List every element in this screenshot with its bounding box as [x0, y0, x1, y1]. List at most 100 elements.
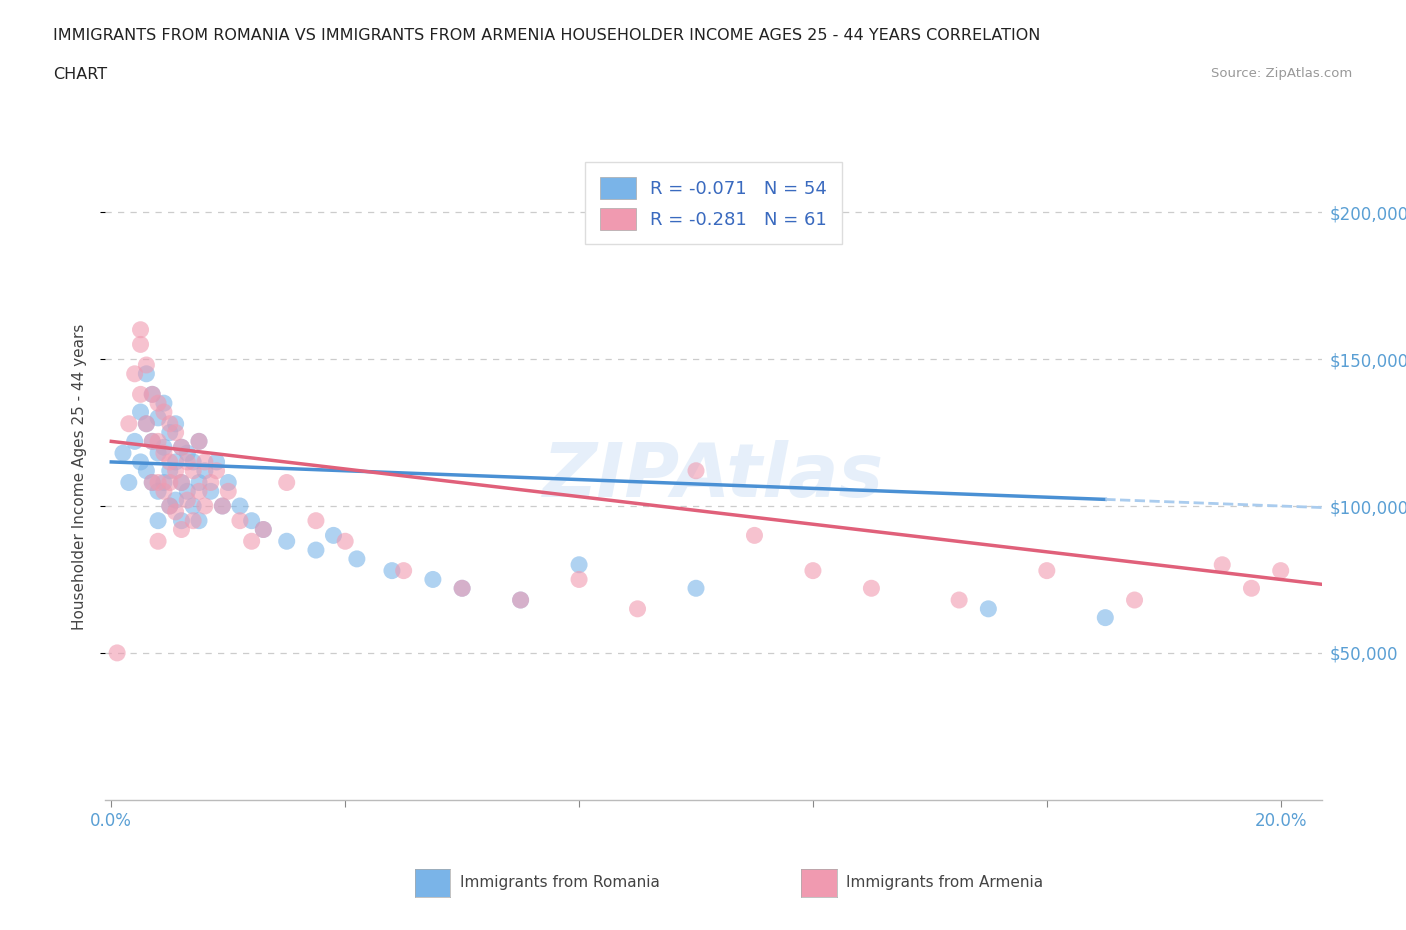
Point — [146, 434, 169, 449]
Point — [146, 410, 169, 425]
Point — [165, 425, 187, 440]
Point — [305, 542, 328, 557]
Point — [165, 455, 187, 470]
Point — [217, 475, 239, 490]
Text: ZIPAtlas: ZIPAtlas — [543, 440, 884, 513]
Point — [165, 493, 187, 508]
Point — [305, 513, 328, 528]
Point — [229, 513, 252, 528]
Point — [141, 434, 163, 449]
Point — [252, 522, 274, 537]
Point — [141, 475, 163, 490]
Point — [141, 434, 163, 449]
Point — [176, 445, 198, 460]
Point — [129, 387, 152, 402]
Point — [392, 564, 415, 578]
Point — [159, 455, 181, 470]
Point — [146, 396, 169, 411]
Text: Immigrants from Armenia: Immigrants from Armenia — [846, 875, 1043, 890]
Point — [422, 572, 444, 587]
Point — [170, 475, 193, 490]
Point — [153, 405, 176, 419]
Point — [194, 498, 217, 513]
Point — [159, 417, 181, 432]
Point — [685, 581, 707, 596]
Point — [118, 475, 141, 490]
Point — [165, 417, 187, 432]
Point — [568, 572, 591, 587]
Point — [205, 463, 228, 478]
Point — [381, 564, 404, 578]
Point — [170, 440, 193, 455]
Point — [1094, 610, 1116, 625]
Point — [568, 557, 591, 572]
Point — [105, 645, 128, 660]
Point — [252, 522, 274, 537]
Point — [159, 475, 181, 490]
Point — [1270, 564, 1292, 578]
Point — [1123, 592, 1146, 607]
Point — [188, 475, 211, 490]
Point — [129, 405, 152, 419]
Point — [188, 513, 211, 528]
Point — [948, 592, 970, 607]
Point — [181, 513, 204, 528]
Point — [170, 522, 193, 537]
Point — [276, 534, 298, 549]
Point — [146, 445, 169, 460]
Point — [229, 498, 252, 513]
Point — [170, 475, 193, 490]
Point — [1240, 581, 1263, 596]
Point — [1211, 557, 1233, 572]
Point — [129, 323, 152, 338]
Legend: R = -0.071   N = 54, R = -0.281   N = 61: R = -0.071 N = 54, R = -0.281 N = 61 — [585, 163, 842, 245]
Point — [200, 475, 222, 490]
Point — [176, 455, 198, 470]
Text: Source: ZipAtlas.com: Source: ZipAtlas.com — [1212, 67, 1353, 80]
Point — [153, 475, 176, 490]
Point — [141, 475, 163, 490]
Point — [346, 551, 368, 566]
Text: Immigrants from Romania: Immigrants from Romania — [460, 875, 659, 890]
Point — [129, 455, 152, 470]
Point — [205, 455, 228, 470]
Point — [451, 581, 474, 596]
Text: IMMIGRANTS FROM ROMANIA VS IMMIGRANTS FROM ARMENIA HOUSEHOLDER INCOME AGES 25 - : IMMIGRANTS FROM ROMANIA VS IMMIGRANTS FR… — [53, 28, 1040, 43]
Point — [211, 498, 233, 513]
Point — [801, 564, 824, 578]
Point — [170, 513, 193, 528]
Point — [211, 498, 233, 513]
Point — [626, 602, 648, 617]
Point — [124, 434, 146, 449]
Point — [159, 498, 181, 513]
Point — [509, 592, 531, 607]
Point — [118, 417, 141, 432]
Point — [129, 337, 152, 352]
Point — [509, 592, 531, 607]
Point — [188, 434, 211, 449]
Point — [276, 475, 298, 490]
Point — [165, 463, 187, 478]
Point — [141, 387, 163, 402]
Point — [240, 534, 263, 549]
Point — [135, 417, 157, 432]
Point — [744, 528, 766, 543]
Point — [170, 440, 193, 455]
Point — [1036, 564, 1059, 578]
Point — [153, 396, 176, 411]
Point — [159, 425, 181, 440]
Point — [194, 463, 217, 478]
Point — [153, 440, 176, 455]
Point — [188, 434, 211, 449]
Text: CHART: CHART — [53, 67, 107, 82]
Point — [181, 455, 204, 470]
Point — [146, 484, 169, 498]
Point — [685, 463, 707, 478]
Point — [240, 513, 263, 528]
Point — [135, 366, 157, 381]
Point — [322, 528, 344, 543]
Point — [194, 455, 217, 470]
Point — [860, 581, 883, 596]
Point — [146, 475, 169, 490]
Point — [146, 534, 169, 549]
